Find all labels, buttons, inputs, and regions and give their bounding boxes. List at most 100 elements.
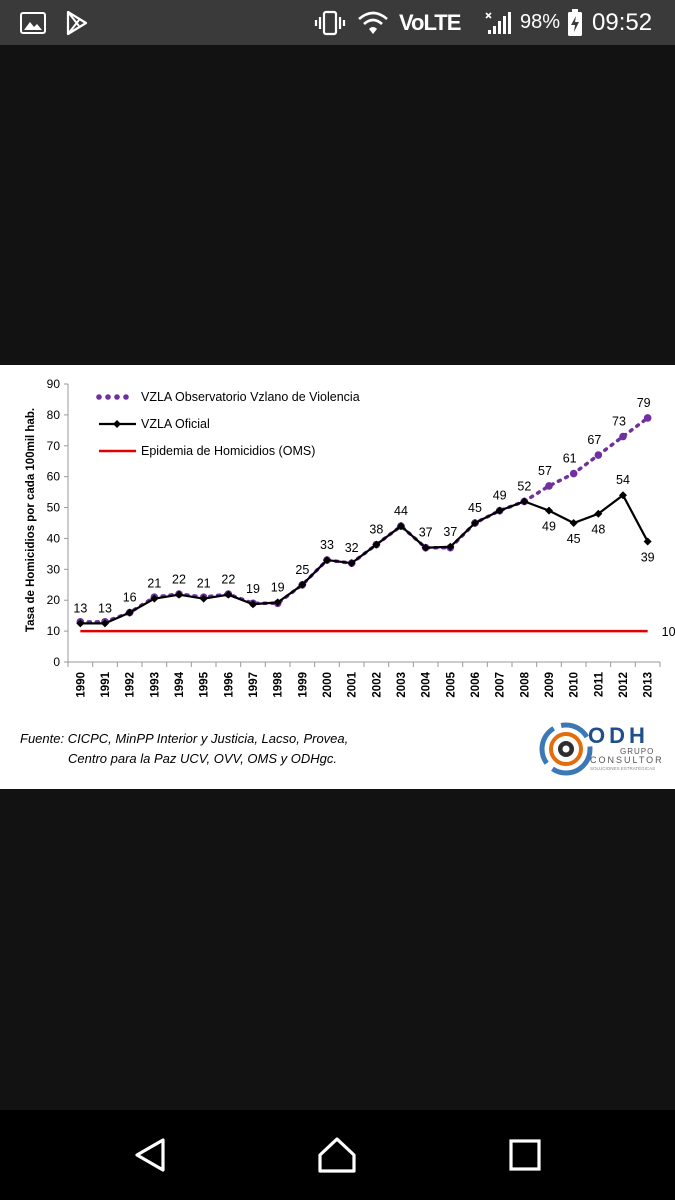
oficial-data-label: 37: [419, 526, 433, 540]
odh-logo: ODH GRUPO CONSULTOR SOLUCIONES ESTRATÉGI…: [539, 722, 664, 776]
oficial-point: [372, 540, 381, 549]
legend-oficial-marker: [113, 420, 121, 428]
recents-button[interactable]: [495, 1130, 555, 1180]
vibrate-icon: [313, 0, 347, 45]
logo-main: ODH: [588, 723, 649, 748]
recents-icon: [509, 1139, 541, 1171]
oficial-data-label: 49: [493, 489, 507, 503]
home-button[interactable]: [307, 1130, 367, 1180]
back-button[interactable]: [120, 1130, 180, 1180]
image-icon: [20, 0, 46, 45]
oficial-point: [545, 506, 553, 515]
battery-percent: 98%: [520, 11, 561, 33]
ovv-point: [545, 482, 553, 490]
legend-oficial-label: VZLA Oficial: [141, 417, 210, 431]
oficial-data-label: 21: [197, 577, 211, 591]
x-tick-label: 2013: [643, 672, 655, 698]
navigation-bar: [0, 1110, 675, 1200]
oficial-point: [249, 600, 257, 609]
ovv-point: [569, 469, 578, 478]
oficial-data-label: 49: [542, 520, 556, 534]
oficial-data-label: 38: [369, 523, 383, 537]
legend-oms-label: Epidemia de Homicidios (OMS): [141, 444, 315, 458]
x-tick-label: 2006: [470, 672, 482, 698]
oficial-point: [273, 598, 282, 607]
oficial-point: [619, 491, 627, 500]
y-tick-label: 80: [47, 408, 61, 422]
x-tick-label: 2002: [371, 672, 383, 698]
oficial-data-label: 45: [468, 501, 482, 515]
ovv-data-label: 67: [587, 433, 601, 447]
oficial-point: [323, 556, 331, 565]
y-tick-label: 90: [47, 377, 61, 391]
x-tick-label: 1993: [149, 672, 161, 698]
logo-sub2: CONSULTOR: [590, 755, 664, 765]
ovv-data-label: 79: [637, 396, 651, 410]
network-label: VoLTE: [399, 9, 461, 35]
oficial-point: [199, 594, 208, 603]
oficial-data-label: 48: [591, 523, 605, 537]
play-store-icon: [64, 0, 90, 45]
source-line-1: Fuente: CICPC, MinPP Interior y Justicia…: [20, 731, 348, 746]
chart-image: 0 10 20 30 40 50 60 70 80 90 1990 1991 1992 1993 1994 1…: [0, 365, 675, 789]
oficial-point: [175, 590, 183, 599]
logo-sub3: SOLUCIONES ESTRATÉGICAS: [590, 765, 655, 771]
x-tick-label: 1995: [199, 671, 211, 697]
y-tick-label: 50: [47, 501, 61, 515]
signal-icon: [484, 0, 512, 45]
oficial-data-label: 21: [147, 577, 161, 591]
ovv-data-label: 61: [563, 452, 577, 466]
wifi-icon: [357, 0, 389, 45]
oficial-data-label: 13: [73, 601, 87, 615]
x-tick-label: 2000: [322, 672, 334, 698]
legend-ovv-marker: [105, 394, 111, 400]
x-tick-label: 2011: [593, 671, 605, 697]
y-tick-label: 20: [47, 593, 61, 607]
oficial-point: [446, 542, 455, 551]
status-bar: VoLTE 98% 09:52: [0, 0, 675, 45]
legend-ovv-marker: [96, 394, 102, 400]
legend-ovv-marker: [123, 394, 129, 400]
oficial-data-label: 19: [246, 582, 260, 596]
oficial-data-label: 39: [641, 551, 655, 565]
x-tick-label: 1997: [248, 672, 260, 698]
ovv-data-label: 73: [612, 415, 626, 429]
y-tick-label: 10: [47, 624, 61, 638]
x-tick-label: 2007: [495, 672, 507, 698]
y-tick-label: 30: [47, 562, 61, 576]
legend-ovv-marker: [114, 394, 120, 400]
oficial-point: [224, 590, 233, 599]
oficial-data-label: 16: [123, 591, 137, 605]
x-tick-label: 2005: [445, 671, 457, 697]
back-icon: [135, 1138, 165, 1172]
oficial-point: [76, 619, 85, 628]
ovv-point: [594, 451, 603, 459]
x-tick-label: 2010: [569, 672, 581, 698]
battery-charging-icon: [567, 0, 583, 45]
logo-sub1: GRUPO: [620, 747, 654, 756]
source-line-2: Centro para la Paz UCV, OVV, OMS y ODHgc…: [68, 751, 337, 766]
x-tick-label: 1998: [273, 671, 285, 697]
y-tick-label: 0: [53, 655, 60, 669]
oficial-point: [101, 619, 109, 628]
y-tick-label: 70: [47, 439, 61, 453]
x-tick-label: 1990: [75, 672, 87, 698]
oficial-point: [471, 519, 479, 527]
oficial-data-label: 25: [295, 563, 309, 577]
oficial-point: [397, 522, 405, 531]
oficial-data-label: 19: [271, 580, 285, 594]
oficial-data-label: 52: [517, 479, 531, 493]
oms-data-label: 10: [662, 625, 675, 639]
x-tick-label: 1999: [297, 672, 309, 698]
oficial-data-label: 22: [221, 573, 235, 587]
y-axis-label: Tasa de Homicidios por cada 100mil hab.: [25, 408, 37, 632]
ovv-point: [619, 432, 627, 441]
x-tick-label: 2003: [396, 672, 408, 698]
oficial-point: [643, 537, 652, 546]
oficial-data-label: 13: [98, 601, 112, 615]
oficial-point: [347, 559, 356, 568]
x-tick-label: 2009: [544, 672, 556, 698]
oficial-data-label: 37: [443, 525, 457, 539]
oficial-point: [520, 497, 529, 506]
oficial-data-label: 32: [345, 541, 359, 555]
